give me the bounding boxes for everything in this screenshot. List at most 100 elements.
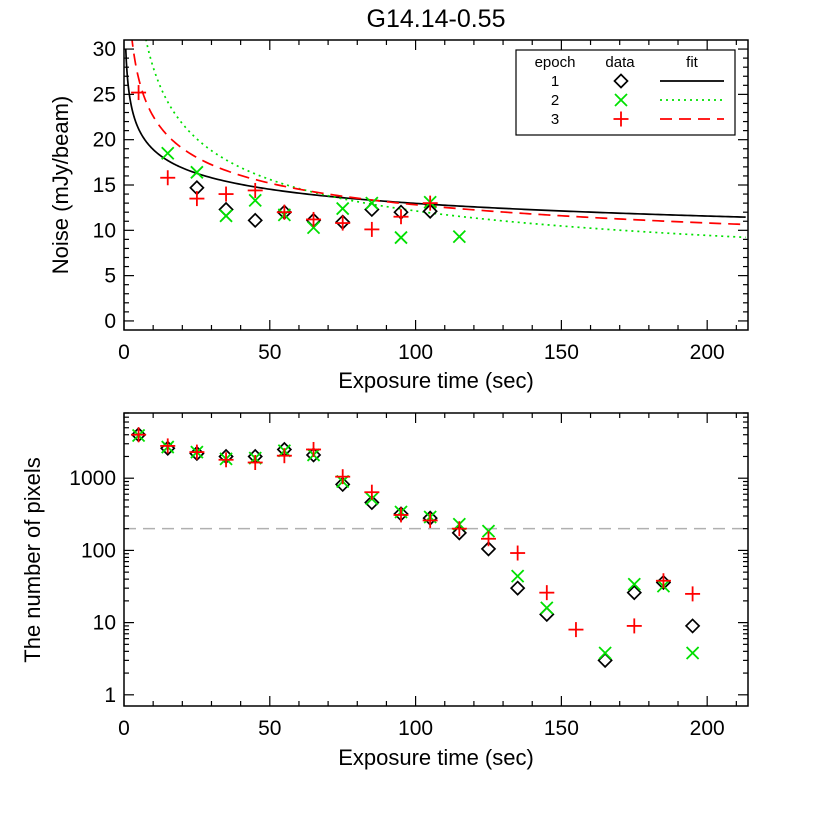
pixel-count-point-epoch-3 <box>510 545 526 561</box>
noise-point-epoch-2 <box>452 230 466 244</box>
legend-epoch-1: 1 <box>551 73 559 90</box>
pixel-count-point-epoch-3 <box>364 484 380 500</box>
noise-point-epoch-3 <box>247 182 263 198</box>
pixel-count-point-epoch-3 <box>393 507 409 523</box>
x-tick-label: 0 <box>118 341 130 364</box>
legend-header-data: data <box>605 54 635 71</box>
noise-x-axis-title: Exposure time (sec) <box>338 368 534 393</box>
pixel-count-point-epoch-2 <box>627 577 641 591</box>
pixel-count-y-axis-title: The number of pixels <box>20 457 45 662</box>
noise-point-epoch-3 <box>131 85 147 101</box>
legend-box <box>515 49 736 136</box>
noise-point-epoch-3 <box>422 195 438 211</box>
y-tick-label: 5 <box>104 265 116 288</box>
noise-point-epoch-3 <box>393 209 409 225</box>
pixel-count-point-epoch-1 <box>334 476 351 493</box>
noise-point-epoch-2 <box>394 230 408 245</box>
noise-point-epoch-3 <box>335 215 351 231</box>
y-tick-label: 20 <box>93 129 116 152</box>
pixel-count-point-epoch-1 <box>509 580 526 596</box>
pixel-count-point-epoch-1 <box>539 606 555 623</box>
noise-point-epoch-2 <box>190 165 204 179</box>
y-tick-label: 15 <box>93 174 116 197</box>
noise-point-epoch-3 <box>306 211 322 227</box>
y-tick-label: 1000 <box>69 467 116 490</box>
pixel-count-point-epoch-3 <box>539 585 555 601</box>
pixel-count-x-axis-title: Exposure time (sec) <box>338 745 534 770</box>
noise-point-epoch-3 <box>189 191 205 207</box>
legend: epoch data fit 1 2 3 <box>515 49 736 136</box>
noise-point-epoch-2 <box>306 220 321 235</box>
pixel-count-point-epoch-2 <box>540 601 554 615</box>
pixel-count-point-epoch-3 <box>655 573 671 589</box>
pixel-count-point-epoch-1 <box>451 525 468 541</box>
pixel-count-point-epoch-1 <box>684 618 701 634</box>
pixel-count-point-epoch-3 <box>306 441 322 457</box>
noise-axis-ticks: 0 50 100 150 200 0 5 10 15 20 25 30 <box>93 38 748 364</box>
pixel-count-point-epoch-2 <box>685 646 700 660</box>
pixel-count-point-epoch-1 <box>364 494 380 511</box>
pixel-count-point-epoch-3 <box>422 512 438 528</box>
noise-point-epoch-3 <box>218 186 234 202</box>
noise-point-epoch-1 <box>422 203 438 219</box>
fit-line-epoch-2 <box>145 40 746 239</box>
pixel-count-point-epoch-3 <box>335 469 351 485</box>
x-tick-label: 0 <box>118 717 130 740</box>
y-tick-label: 10 <box>93 612 116 635</box>
legend-header-fit: fit <box>686 54 699 71</box>
pixel-count-point-epoch-3 <box>276 448 292 464</box>
legend-header-epoch: epoch <box>535 54 576 71</box>
pixel-count-point-epoch-1 <box>597 652 613 669</box>
pixel-count-point-epoch-3 <box>568 622 584 638</box>
y-tick-label: 1 <box>104 684 116 707</box>
x-tick-label: 200 <box>690 717 725 740</box>
pixel-count-data-points <box>130 427 701 669</box>
x-tick-label: 100 <box>398 341 433 364</box>
x-tick-label: 50 <box>258 717 281 740</box>
legend-marker-epoch-1 <box>613 73 629 89</box>
y-tick-label: 10 <box>93 219 116 242</box>
y-tick-label: 30 <box>93 38 116 61</box>
pixel-count-point-epoch-3 <box>480 531 496 547</box>
x-tick-label: 200 <box>690 341 725 364</box>
legend-epoch-2: 2 <box>551 92 559 109</box>
pixel-count-point-epoch-3 <box>451 521 467 537</box>
pixel-count-point-epoch-2 <box>511 569 525 583</box>
legend-marker-epoch-3 <box>613 111 629 127</box>
pixel-count-point-epoch-3 <box>189 444 205 460</box>
noise-point-epoch-2 <box>365 196 379 210</box>
pixel-count-point-epoch-1 <box>626 584 642 601</box>
noise-point-epoch-2 <box>336 201 350 216</box>
pixel-count-point-epoch-3 <box>685 586 701 602</box>
chart-title: G14.14-0.55 <box>367 5 506 33</box>
pixel-count-point-epoch-3 <box>218 452 234 468</box>
pixel-count-point-epoch-3 <box>160 438 176 454</box>
x-tick-label: 150 <box>544 341 579 364</box>
y-tick-label: 25 <box>93 83 116 106</box>
pixel-count-point-epoch-1 <box>480 541 497 557</box>
noise-point-epoch-2 <box>248 193 262 208</box>
noise-point-epoch-3 <box>364 221 380 237</box>
legend-marker-epoch-2 <box>614 93 628 107</box>
noise-point-epoch-2 <box>161 146 175 160</box>
legend-epoch-3: 3 <box>551 111 559 128</box>
x-tick-label: 50 <box>258 341 281 364</box>
y-tick-label: 0 <box>104 310 116 333</box>
pixel-count-point-epoch-3 <box>131 427 147 443</box>
fit-curves <box>124 40 746 239</box>
pixel-count-panel: 0 50 100 150 200 1 10 100 1000 Exposure time (se… <box>20 412 749 770</box>
noise-point-epoch-3 <box>160 170 176 186</box>
noise-data-points <box>131 85 466 245</box>
noise-point-epoch-1 <box>218 201 234 218</box>
noise-y-axis-title: Noise (mJy/beam) <box>48 96 73 274</box>
noise-panel: 0 50 100 150 200 0 5 10 15 20 25 30 Exposure time (… <box>48 38 749 393</box>
noise-point-epoch-3 <box>276 204 292 220</box>
pixel-count-point-epoch-2 <box>481 524 496 538</box>
fit-line-epoch-3 <box>131 40 746 226</box>
noise-point-epoch-1 <box>247 212 263 229</box>
y-tick-label: 100 <box>81 539 116 562</box>
pixel-count-point-epoch-3 <box>247 455 263 471</box>
noise-point-epoch-2 <box>219 209 233 223</box>
pixel-count-point-epoch-2 <box>598 646 612 660</box>
